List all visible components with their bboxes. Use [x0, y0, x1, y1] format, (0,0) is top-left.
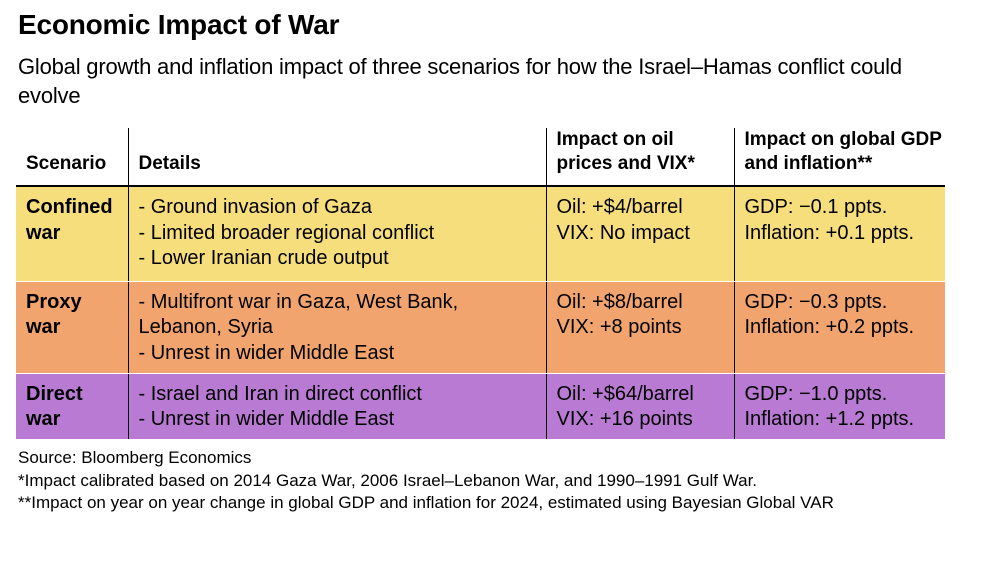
- scenario-table: Scenario Details Impact on oil prices an…: [16, 128, 945, 440]
- gdp-inflation-line: Inflation: +1.2 ppts.: [744, 408, 915, 430]
- gdp-inflation-line: Inflation: +0.2 ppts.: [744, 316, 915, 338]
- scenario-cell: Direct war: [16, 373, 128, 440]
- oil-vix-cell: Oil: +$4/barrel VIX: No impact: [545, 186, 734, 282]
- oil-vix-line: VIX: +8 points: [556, 316, 682, 338]
- oil-vix-cell: Oil: +$8/barrel VIX: +8 points: [545, 281, 734, 374]
- detail-line: - Limited broader regional conflict: [138, 221, 435, 244]
- oil-vix-line: Oil: +$4/barrel: [556, 196, 683, 218]
- detail-line: - Multifront war in Gaza, West Bank,: [138, 290, 459, 313]
- footnote-oil-vix: *Impact calibrated based on 2014 Gaza Wa…: [18, 470, 758, 490]
- table-row: Proxy war - Multifront war in Gaza, West …: [16, 281, 945, 374]
- table-row: Direct war - Israel and Iran in direct co…: [16, 373, 945, 440]
- footnote-gdp-inflation: **Impact on year on year change in globa…: [18, 493, 834, 512]
- details-cell: - Ground invasion of Gaza - Limited broad…: [127, 186, 546, 282]
- scenario-table-container: Scenario Details Impact on oil prices an…: [16, 128, 945, 440]
- header-gdp-inflation: Impact on global GDP and inflation**: [733, 128, 945, 187]
- gdp-inflation-cell: GDP: −1.0 ppts. Inflation: +1.2 ppts.: [733, 373, 945, 440]
- gdp-inflation-cell: GDP: −0.3 ppts. Inflation: +0.2 ppts.: [733, 281, 945, 374]
- oil-vix-line: VIX: No impact: [556, 221, 690, 244]
- detail-line: - Israel and Iran in direct conflict: [138, 382, 422, 405]
- gdp-inflation-line: GDP: −1.0 ppts.: [744, 382, 888, 405]
- gdp-inflation-cell: GDP: −0.1 ppts. Inflation: +0.1 ppts.: [733, 186, 945, 282]
- table-header-row: Scenario Details Impact on oil prices an…: [16, 128, 945, 187]
- oil-vix-line: Oil: +$64/barrel: [556, 382, 694, 405]
- oil-vix-cell: Oil: +$64/barrel VIX: +16 points: [545, 373, 734, 440]
- details-cell: - Israel and Iran in direct conflict - Un…: [127, 373, 546, 440]
- details-cell: - Multifront war in Gaza, West Bank, Leba…: [127, 281, 546, 374]
- gdp-inflation-line: Inflation: +0.1 ppts.: [744, 221, 915, 244]
- header-oil-vix: Impact on oil prices and VIX*: [545, 128, 734, 187]
- gdp-inflation-line: GDP: −0.3 ppts.: [744, 290, 888, 313]
- scenario-cell: Confined war: [16, 186, 128, 282]
- footnotes: Source: Bloomberg Economics *Impact cali…: [18, 447, 958, 515]
- source-note: Source: Bloomberg Economics: [18, 448, 252, 467]
- detail-line: - Unrest in wider Middle East: [138, 341, 395, 364]
- page-title: Economic Impact of War: [18, 9, 340, 40]
- detail-line: - Lower Iranian crude output: [138, 247, 389, 269]
- table-body: Confined war - Ground invasion of Gaza - L…: [16, 186, 945, 440]
- gdp-inflation-line: GDP: −0.1 ppts.: [744, 196, 888, 218]
- scenario-cell: Proxy war: [16, 281, 128, 374]
- header-scenario: Scenario: [16, 128, 128, 187]
- table-row: Confined war - Ground invasion of Gaza - L…: [16, 186, 945, 282]
- detail-line: - Unrest in wider Middle East: [138, 408, 395, 430]
- oil-vix-line: VIX: +16 points: [556, 408, 693, 430]
- detail-line: Lebanon, Syria: [138, 316, 274, 338]
- header-details: Details: [127, 128, 546, 187]
- page-subtitle: Global growth and inflation impact of th…: [18, 54, 902, 108]
- detail-line: - Ground invasion of Gaza: [138, 196, 372, 218]
- oil-vix-line: Oil: +$8/barrel: [556, 290, 683, 313]
